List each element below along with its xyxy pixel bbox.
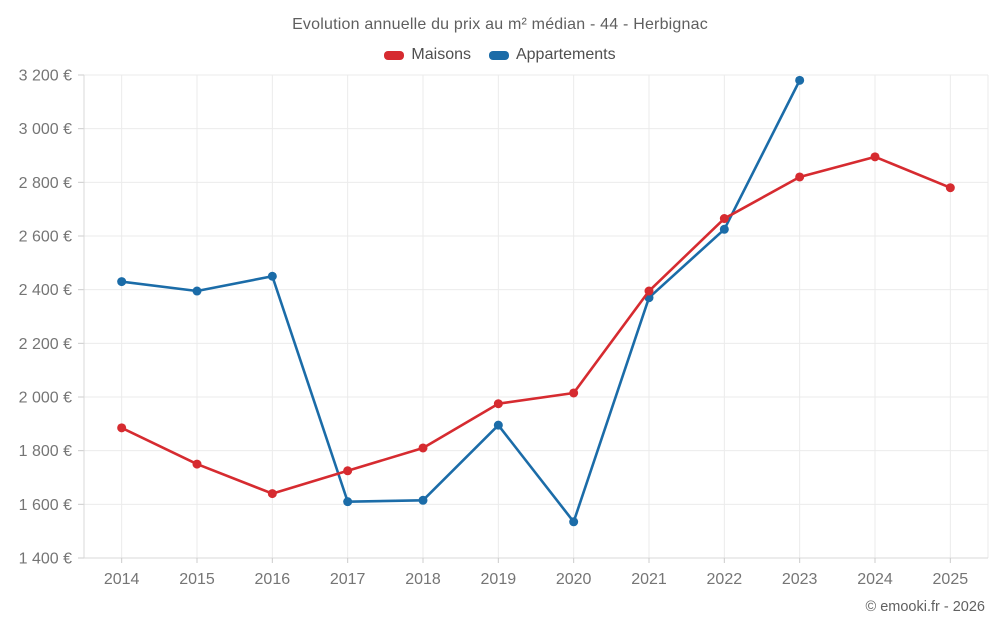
data-point-maisons <box>343 466 353 476</box>
x-axis-label: 2016 <box>255 571 291 588</box>
y-axis-label: 1 400 € <box>19 551 72 568</box>
legend-item-appartements[interactable]: Appartements <box>488 46 616 64</box>
y-axis-label: 2 000 € <box>19 390 72 407</box>
data-point-maisons <box>870 152 880 162</box>
y-axis-label: 1 600 € <box>19 497 72 514</box>
x-axis-label: 2015 <box>179 571 215 588</box>
x-axis-label: 2019 <box>481 571 517 588</box>
data-point-appartements <box>795 75 805 85</box>
legend: Maisons Appartements <box>0 46 1000 64</box>
data-point-appartements <box>493 420 503 430</box>
y-axis-label: 1 800 € <box>19 443 72 460</box>
data-point-maisons <box>418 443 428 453</box>
data-point-maisons <box>267 489 277 499</box>
chart-title: Evolution annuelle du prix au m² médian … <box>292 16 708 33</box>
x-axis-label: 2014 <box>104 571 140 588</box>
x-axis-label: 2022 <box>707 571 743 588</box>
data-point-maisons <box>493 399 503 409</box>
series-line-maisons <box>120 155 952 495</box>
y-axis-label: 2 200 € <box>19 336 72 353</box>
data-point-maisons <box>117 423 127 433</box>
data-point-maisons <box>644 286 654 296</box>
data-point-maisons <box>945 183 955 193</box>
x-axis-label: 2023 <box>782 571 818 588</box>
legend-label-maisons: Maisons <box>411 46 471 63</box>
data-point-appartements <box>719 224 729 234</box>
legend-label-appartements: Appartements <box>515 46 616 63</box>
data-point-appartements <box>343 497 353 507</box>
y-axis-label: 2 800 € <box>19 175 72 192</box>
x-axis-label: 2018 <box>405 571 441 588</box>
data-point-maisons <box>795 172 805 182</box>
data-point-appartements <box>267 271 277 281</box>
data-point-maisons <box>719 214 729 224</box>
data-point-maisons <box>569 388 579 398</box>
x-axis-label: 2020 <box>556 571 592 588</box>
x-axis-label: 2025 <box>933 571 969 588</box>
legend-item-maisons[interactable]: Maisons <box>384 46 471 64</box>
data-point-appartements <box>569 517 579 527</box>
y-axis-label: 3 000 € <box>19 121 72 138</box>
series-line-appartements <box>120 79 801 524</box>
x-axis-label: 2024 <box>857 571 893 588</box>
x-axis-label: 2017 <box>330 571 366 588</box>
x-axis-label: 2021 <box>631 571 667 588</box>
footer-credit: © emooki.fr - 2026 <box>865 599 985 615</box>
y-axis-label: 2 400 € <box>19 282 72 299</box>
data-point-appartements <box>418 495 428 505</box>
data-point-appartements <box>192 286 202 296</box>
data-point-maisons <box>192 459 202 469</box>
data-point-appartements <box>117 277 127 287</box>
maisons-series-swatch-icon <box>384 50 405 60</box>
y-axis-label: 3 200 € <box>19 68 72 85</box>
y-axis-label: 2 600 € <box>19 229 72 246</box>
appartements-series-swatch-icon <box>488 50 509 60</box>
